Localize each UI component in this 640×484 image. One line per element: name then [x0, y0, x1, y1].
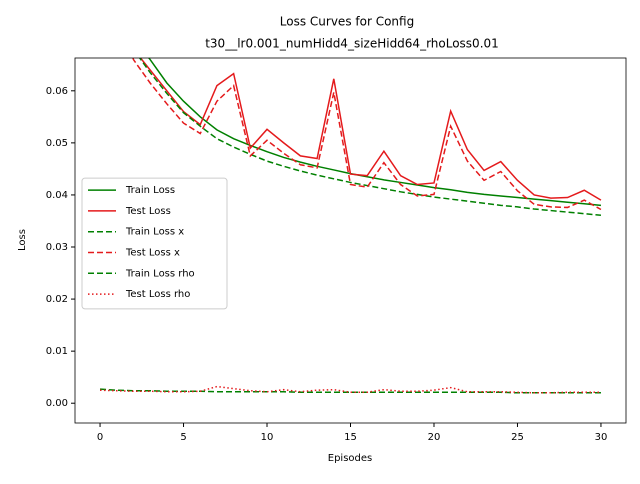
y-tick-label: 0.00 [46, 398, 68, 409]
x-tick-label: 25 [511, 432, 524, 443]
y-tick-label: 0.03 [46, 242, 68, 253]
legend-box [81, 177, 228, 310]
y-tick-label: 0.04 [46, 190, 68, 201]
x-tick-label: 15 [344, 432, 357, 443]
y-axis-label: Loss [17, 229, 28, 251]
legend-label: Train Loss x [125, 227, 184, 238]
x-tick-label: 20 [428, 432, 441, 443]
y-tick-label: 0.05 [46, 138, 68, 149]
series-line [139, 58, 602, 201]
x-axis-label: Episodes [328, 453, 372, 464]
x-tick-label: 30 [595, 432, 608, 443]
legend-label: Test Loss [125, 206, 171, 217]
y-tick-label: 0.06 [46, 86, 68, 97]
series-line [138, 58, 602, 216]
legend-label: Test Loss x [125, 248, 180, 259]
x-tick-label: 5 [180, 432, 186, 443]
axes-frame [74, 57, 627, 424]
plot-area [99, 58, 602, 394]
legend-label: Train Loss [125, 185, 175, 196]
x-tick-label: 10 [261, 432, 274, 443]
legend-label: Train Loss rho [125, 268, 195, 279]
legend-label: Test Loss rho [125, 289, 190, 300]
chart-subtitle: t30__lr0.001_numHidd4_sizeHidd64_rhoLoss… [205, 37, 499, 51]
x-tick-label: 0 [97, 432, 103, 443]
chart-title: Loss Curves for Config [280, 15, 414, 29]
y-tick-label: 0.02 [46, 294, 68, 305]
series-line [99, 388, 601, 394]
y-tick-label: 0.01 [46, 346, 68, 357]
series-line [132, 58, 602, 211]
